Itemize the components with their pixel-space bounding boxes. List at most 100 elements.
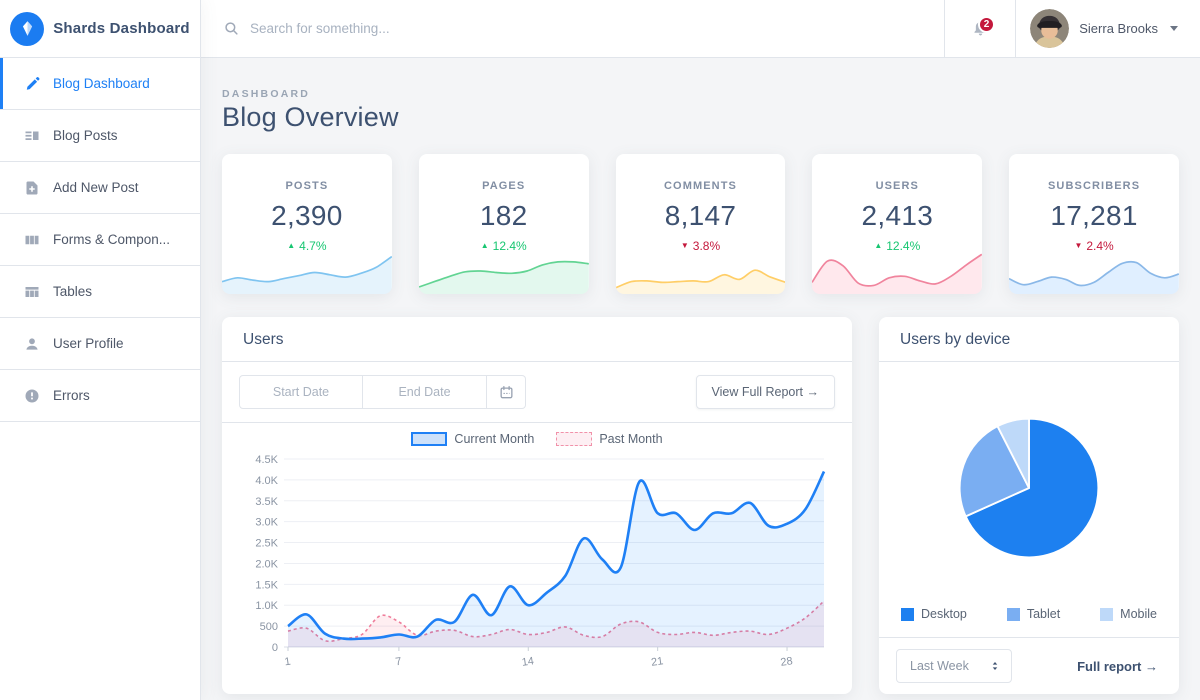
svg-text:7: 7 (395, 656, 403, 669)
pie-legend-item-tablet[interactable]: Tablet (1006, 607, 1061, 621)
stat-label: PAGES (482, 180, 526, 192)
stat-delta-value: 12.4% (492, 239, 527, 253)
sidebar-item-tables[interactable]: Tables (0, 266, 200, 318)
svg-text:21: 21 (650, 655, 664, 669)
stat-delta-value: 4.7% (299, 239, 327, 253)
stat-card-subscribers: SUBSCRIBERS 17,281 ▼ 2.4% (1009, 154, 1179, 294)
stat-sparkline (615, 248, 786, 294)
stat-card-comments: COMMENTS 8,147 ▼ 3.8% (615, 154, 786, 294)
stat-card-users: USERS 2,413 ▲ 12.4% (812, 154, 983, 294)
page-header: DASHBOARD Blog Overview (222, 88, 1179, 133)
calendar-button[interactable] (487, 375, 526, 409)
user-name: Sierra Brooks (1079, 21, 1158, 36)
device-card-header: Users by device (879, 317, 1179, 362)
full-report-link[interactable]: Full report → (1077, 658, 1158, 674)
stat-delta: ▲ 4.7% (222, 239, 392, 253)
avatar (1030, 9, 1070, 48)
svg-text:2.5K: 2.5K (255, 538, 278, 550)
stat-label: COMMENTS (664, 180, 737, 192)
topbar: 2 Sierra Brooks (201, 0, 1200, 58)
legend-swatch-icon (556, 432, 593, 446)
users-card: Users View Full Report → Curr (222, 317, 852, 694)
sidebar-item-blog-posts[interactable]: Blog Posts (0, 110, 200, 162)
pie-legend-item-mobile[interactable]: Mobile (1100, 607, 1157, 621)
sidebar-item-label: Tables (53, 284, 93, 299)
users-line-chart: 0 500 1.0K 1.5K 2.0K 2.5K 3.0K 3.5K 4.0K 4.5K 1 7 14… (255, 454, 826, 669)
pie-legend-swatch-icon (1100, 607, 1114, 621)
start-date-input[interactable] (239, 375, 363, 409)
pie-legend-label: Mobile (1120, 607, 1157, 621)
svg-text:2.0K: 2.0K (255, 558, 278, 570)
sidebar-item-label: Blog Dashboard (53, 76, 150, 91)
svg-text:28: 28 (780, 655, 794, 669)
svg-text:3.5K: 3.5K (255, 496, 278, 508)
delta-down-arrow-icon: ▼ (1074, 241, 1083, 250)
stat-label: POSTS (285, 180, 329, 192)
svg-text:500: 500 (260, 621, 278, 633)
search (201, 0, 944, 57)
notifications-button[interactable]: 2 (944, 0, 1017, 57)
stat-sparkline (1009, 248, 1179, 294)
svg-text:4.5K: 4.5K (255, 454, 278, 466)
svg-text:0: 0 (272, 642, 278, 654)
errors-icon (24, 388, 40, 404)
chevron-down-icon (1170, 26, 1178, 31)
page-title: Blog Overview (222, 102, 399, 132)
pie-legend-swatch-icon (901, 607, 914, 621)
pie-legend-swatch-icon (1006, 607, 1020, 621)
delta-up-arrow-icon: ▲ (480, 241, 489, 250)
users-by-device-card: Users by device Desktop Tablet Mobile Last… (879, 317, 1179, 694)
chart-legend: Current Month Past Month (242, 430, 832, 451)
pie-slice-tablet[interactable] (958, 424, 1030, 517)
stat-label: SUBSCRIBERS (1048, 180, 1141, 192)
sidebar-item-label: Errors (53, 388, 90, 403)
stat-delta-value: 3.8% (692, 239, 721, 253)
sidebar-item-errors[interactable]: Errors (0, 370, 200, 422)
users-chart-area: Current Month Past Month 0 500 1.0K 1.5K 2.0K… (222, 423, 852, 694)
stat-delta: ▼ 3.8% (616, 239, 786, 253)
shards-logo-icon (10, 11, 45, 46)
users-card-title: Users (243, 331, 284, 348)
stat-value: 8,147 (664, 200, 737, 231)
stat-delta: ▲ 12.4% (812, 239, 982, 253)
brand[interactable]: Shards Dashboard (0, 0, 200, 58)
delta-up-arrow-icon: ▲ (874, 241, 883, 250)
delta-down-arrow-icon: ▼ (680, 241, 689, 250)
pie-legend-label: Tablet (1026, 607, 1061, 621)
pie-slice-mobile[interactable] (996, 417, 1030, 489)
search-input[interactable] (250, 21, 570, 36)
stat-value: 182 (479, 200, 528, 231)
device-pie-chart (958, 417, 1100, 558)
unfold-icon (992, 661, 998, 671)
page-overline: DASHBOARD (222, 88, 311, 100)
sidebar-item-blog-dashboard[interactable]: Blog Dashboard (0, 58, 200, 110)
sidebar-item-forms-compon[interactable]: Forms & Compon... (0, 214, 200, 266)
user-menu[interactable]: Sierra Brooks (1016, 0, 1200, 57)
user-icon (24, 336, 40, 352)
end-date-input[interactable] (363, 375, 487, 409)
pie-legend-item-desktop[interactable]: Desktop (901, 607, 967, 621)
timeframe-select[interactable]: Last Week (896, 649, 1012, 683)
users-card-header: Users (222, 317, 852, 362)
sidebar-item-user-profile[interactable]: User Profile (0, 318, 200, 370)
date-range-group (239, 375, 526, 409)
stat-sparkline (222, 248, 392, 294)
legend-swatch-icon (411, 432, 448, 446)
view-full-report-button[interactable]: View Full Report → (695, 375, 835, 409)
device-card-title: Users by device (900, 331, 1011, 348)
stat-sparkline (418, 248, 589, 294)
pie-slice-desktop[interactable] (964, 417, 1100, 558)
legend-item-current-month[interactable]: Current Month (411, 432, 534, 446)
pie-wrap (879, 362, 1179, 607)
blog-posts-icon (24, 128, 40, 144)
pencil-icon (24, 76, 40, 92)
sidebar-item-label: User Profile (53, 336, 124, 351)
notification-badge: 2 (977, 16, 996, 33)
stat-label: USERS (875, 180, 919, 192)
legend-item-past-month[interactable]: Past Month (556, 432, 663, 446)
legend-label: Current Month (454, 432, 535, 446)
sidebar-nav: Blog Dashboard Blog Posts Add New Post Form… (0, 58, 200, 422)
page-content: DASHBOARD Blog Overview POSTS 2,390 ▲ 4.7% P… (201, 58, 1200, 694)
sidebar-item-add-new-post[interactable]: Add New Post (0, 162, 200, 214)
